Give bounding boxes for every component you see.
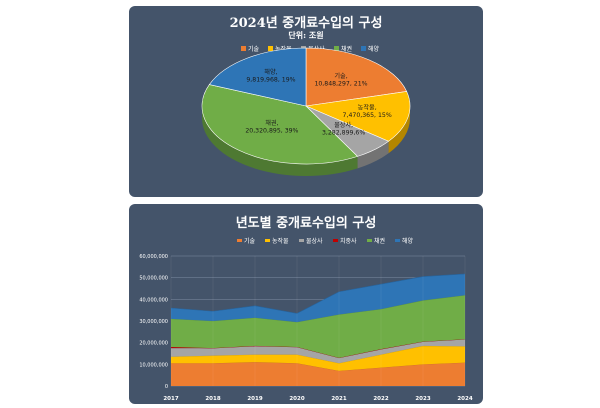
area-legend-swatch-0 bbox=[237, 239, 242, 242]
area-x-tick-4: 2021 bbox=[331, 396, 346, 402]
area-legend-swatch-3 bbox=[333, 239, 338, 242]
pie-legend-entry-0: 기술 bbox=[241, 45, 260, 53]
area-legend-entry-0: 기술 bbox=[237, 237, 256, 245]
area-legend-label-1: 농작물 bbox=[272, 238, 289, 245]
area-legend-label-5: 해양 bbox=[402, 237, 414, 245]
pie-slices bbox=[201, 47, 411, 165]
area-y-tick-1: 10,000,000 bbox=[139, 362, 168, 368]
area-y-tick-0: 0 bbox=[165, 384, 168, 390]
area-series-5 bbox=[171, 273, 465, 323]
pie-legend-entry-3: 채권 bbox=[334, 45, 352, 53]
pie-slice-3 bbox=[201, 84, 359, 165]
pie-legend-swatch-1 bbox=[268, 46, 273, 51]
pie-chart-subtitle: 단위: 조원 bbox=[288, 30, 324, 40]
area-y-tick-6: 60,000,000 bbox=[139, 254, 168, 260]
area-legend-entry-1: 농작물 bbox=[265, 238, 289, 245]
pie-legend-label-4: 해양 bbox=[368, 45, 380, 53]
pie-side-2-0 bbox=[357, 141, 389, 169]
area-chart-title: 년도별 중개료수입의 구성 bbox=[235, 216, 377, 231]
area-series-0 bbox=[171, 362, 465, 386]
pie-data-labels: 기술, 10,848,297, 21% 농작물, 7,470,365, 15% 물상사,… bbox=[245, 68, 392, 136]
area-y-tick-4: 40,000,000 bbox=[139, 297, 168, 303]
area-legend-swatch-4 bbox=[367, 239, 372, 242]
pie-chart-panel: 2024년 중개료수입의 구성 단위: 조원 기술농작물물상사채권해양기술,10… bbox=[129, 6, 483, 197]
pie-slice-0 bbox=[305, 47, 408, 107]
pie-legend-swatch-0 bbox=[241, 46, 246, 51]
area-chart-panel: 년도별 중개료수입의 구성 기술 농작물 물상사 치중사 채권 해양 0 10,000,000… bbox=[129, 204, 483, 404]
pie-slice-1 bbox=[304, 91, 411, 142]
area-series-edge-5 bbox=[170, 273, 466, 314]
area-legend-swatch-5 bbox=[395, 239, 400, 242]
area-chart-svg: 기술 농작물 물상사 치중사 채권 해양 0 10,000,000 20,000,000 30,0… bbox=[139, 237, 472, 402]
pie-data-label-0: 기술, 10,848,297, 21% bbox=[314, 72, 367, 88]
area-legend-entry-3: 치중사 bbox=[333, 237, 357, 245]
area-x-tick-6: 2023 bbox=[415, 396, 430, 402]
area-series bbox=[170, 273, 466, 386]
area-legend-label-4: 채권 bbox=[374, 237, 385, 245]
pie-data-label-2: 물상사, 3,282,899,6% bbox=[322, 121, 365, 137]
area-legend-label-3: 치중사 bbox=[340, 237, 357, 245]
area-legend-swatch-1 bbox=[265, 239, 270, 242]
area-y-tick-labels: 0 10,000,000 20,000,000 30,000,000 40,000,00… bbox=[139, 254, 168, 390]
pie-legend-swatch-4 bbox=[361, 46, 366, 51]
area-legend-label-0: 기술 bbox=[244, 237, 256, 245]
area-legend: 기술 농작물 물상사 치중사 채권 해양 bbox=[237, 237, 414, 245]
pie-legend-entry-4: 해양 bbox=[361, 45, 380, 53]
area-y-tick-5: 50,000,000 bbox=[139, 276, 168, 282]
pie-slice-4 bbox=[208, 47, 307, 107]
area-series-4 bbox=[171, 295, 465, 358]
area-x-tick-1: 2018 bbox=[205, 396, 220, 402]
area-legend-label-2: 물상사 bbox=[306, 237, 323, 245]
pie-chart-svg: 기술농작물물상사채권해양기술,10,848,297, 21%농작물,7,470,… bbox=[201, 45, 411, 177]
area-series-1 bbox=[171, 345, 465, 371]
pie-legend-label-3: 채권 bbox=[341, 45, 352, 53]
area-x-tick-7: 2024 bbox=[457, 396, 472, 402]
area-vertical-guides bbox=[170, 256, 466, 386]
pie-data-label-3: 채권, 20,320,895, 39% bbox=[245, 119, 298, 135]
area-legend-entry-4: 채권 bbox=[367, 237, 385, 245]
pie-side-1-0 bbox=[388, 106, 410, 154]
pie-side-walls bbox=[202, 106, 410, 177]
area-x-tick-5: 2022 bbox=[373, 396, 388, 402]
area-legend-entry-5: 해양 bbox=[395, 237, 414, 245]
pie-side-3-0 bbox=[202, 106, 358, 177]
area-y-tick-3: 30,000,000 bbox=[139, 319, 168, 325]
pie-chart-title: 2024년 중개료수입의 구성 bbox=[229, 16, 383, 31]
area-series-2 bbox=[171, 339, 465, 364]
area-x-tick-labels: 2017 2018 2019 2020 2021 2022 2023 2024 bbox=[163, 396, 472, 402]
pie-data-label-1: 농작물, 7,470,365, 15% bbox=[343, 104, 392, 119]
area-legend-swatch-2 bbox=[299, 239, 304, 242]
area-x-tick-0: 2017 bbox=[163, 396, 178, 402]
area-legend-entry-2: 물상사 bbox=[299, 237, 323, 245]
pie-legend-label-0: 기술 bbox=[248, 45, 260, 53]
area-x-tick-2: 2019 bbox=[247, 396, 262, 402]
pie-data-label-4: 해양, 9,819,968, 19% bbox=[246, 68, 295, 84]
area-x-tick-3: 2020 bbox=[289, 396, 304, 402]
pie-legend-swatch-3 bbox=[334, 46, 339, 51]
area-y-tick-2: 20,000,000 bbox=[139, 341, 168, 347]
